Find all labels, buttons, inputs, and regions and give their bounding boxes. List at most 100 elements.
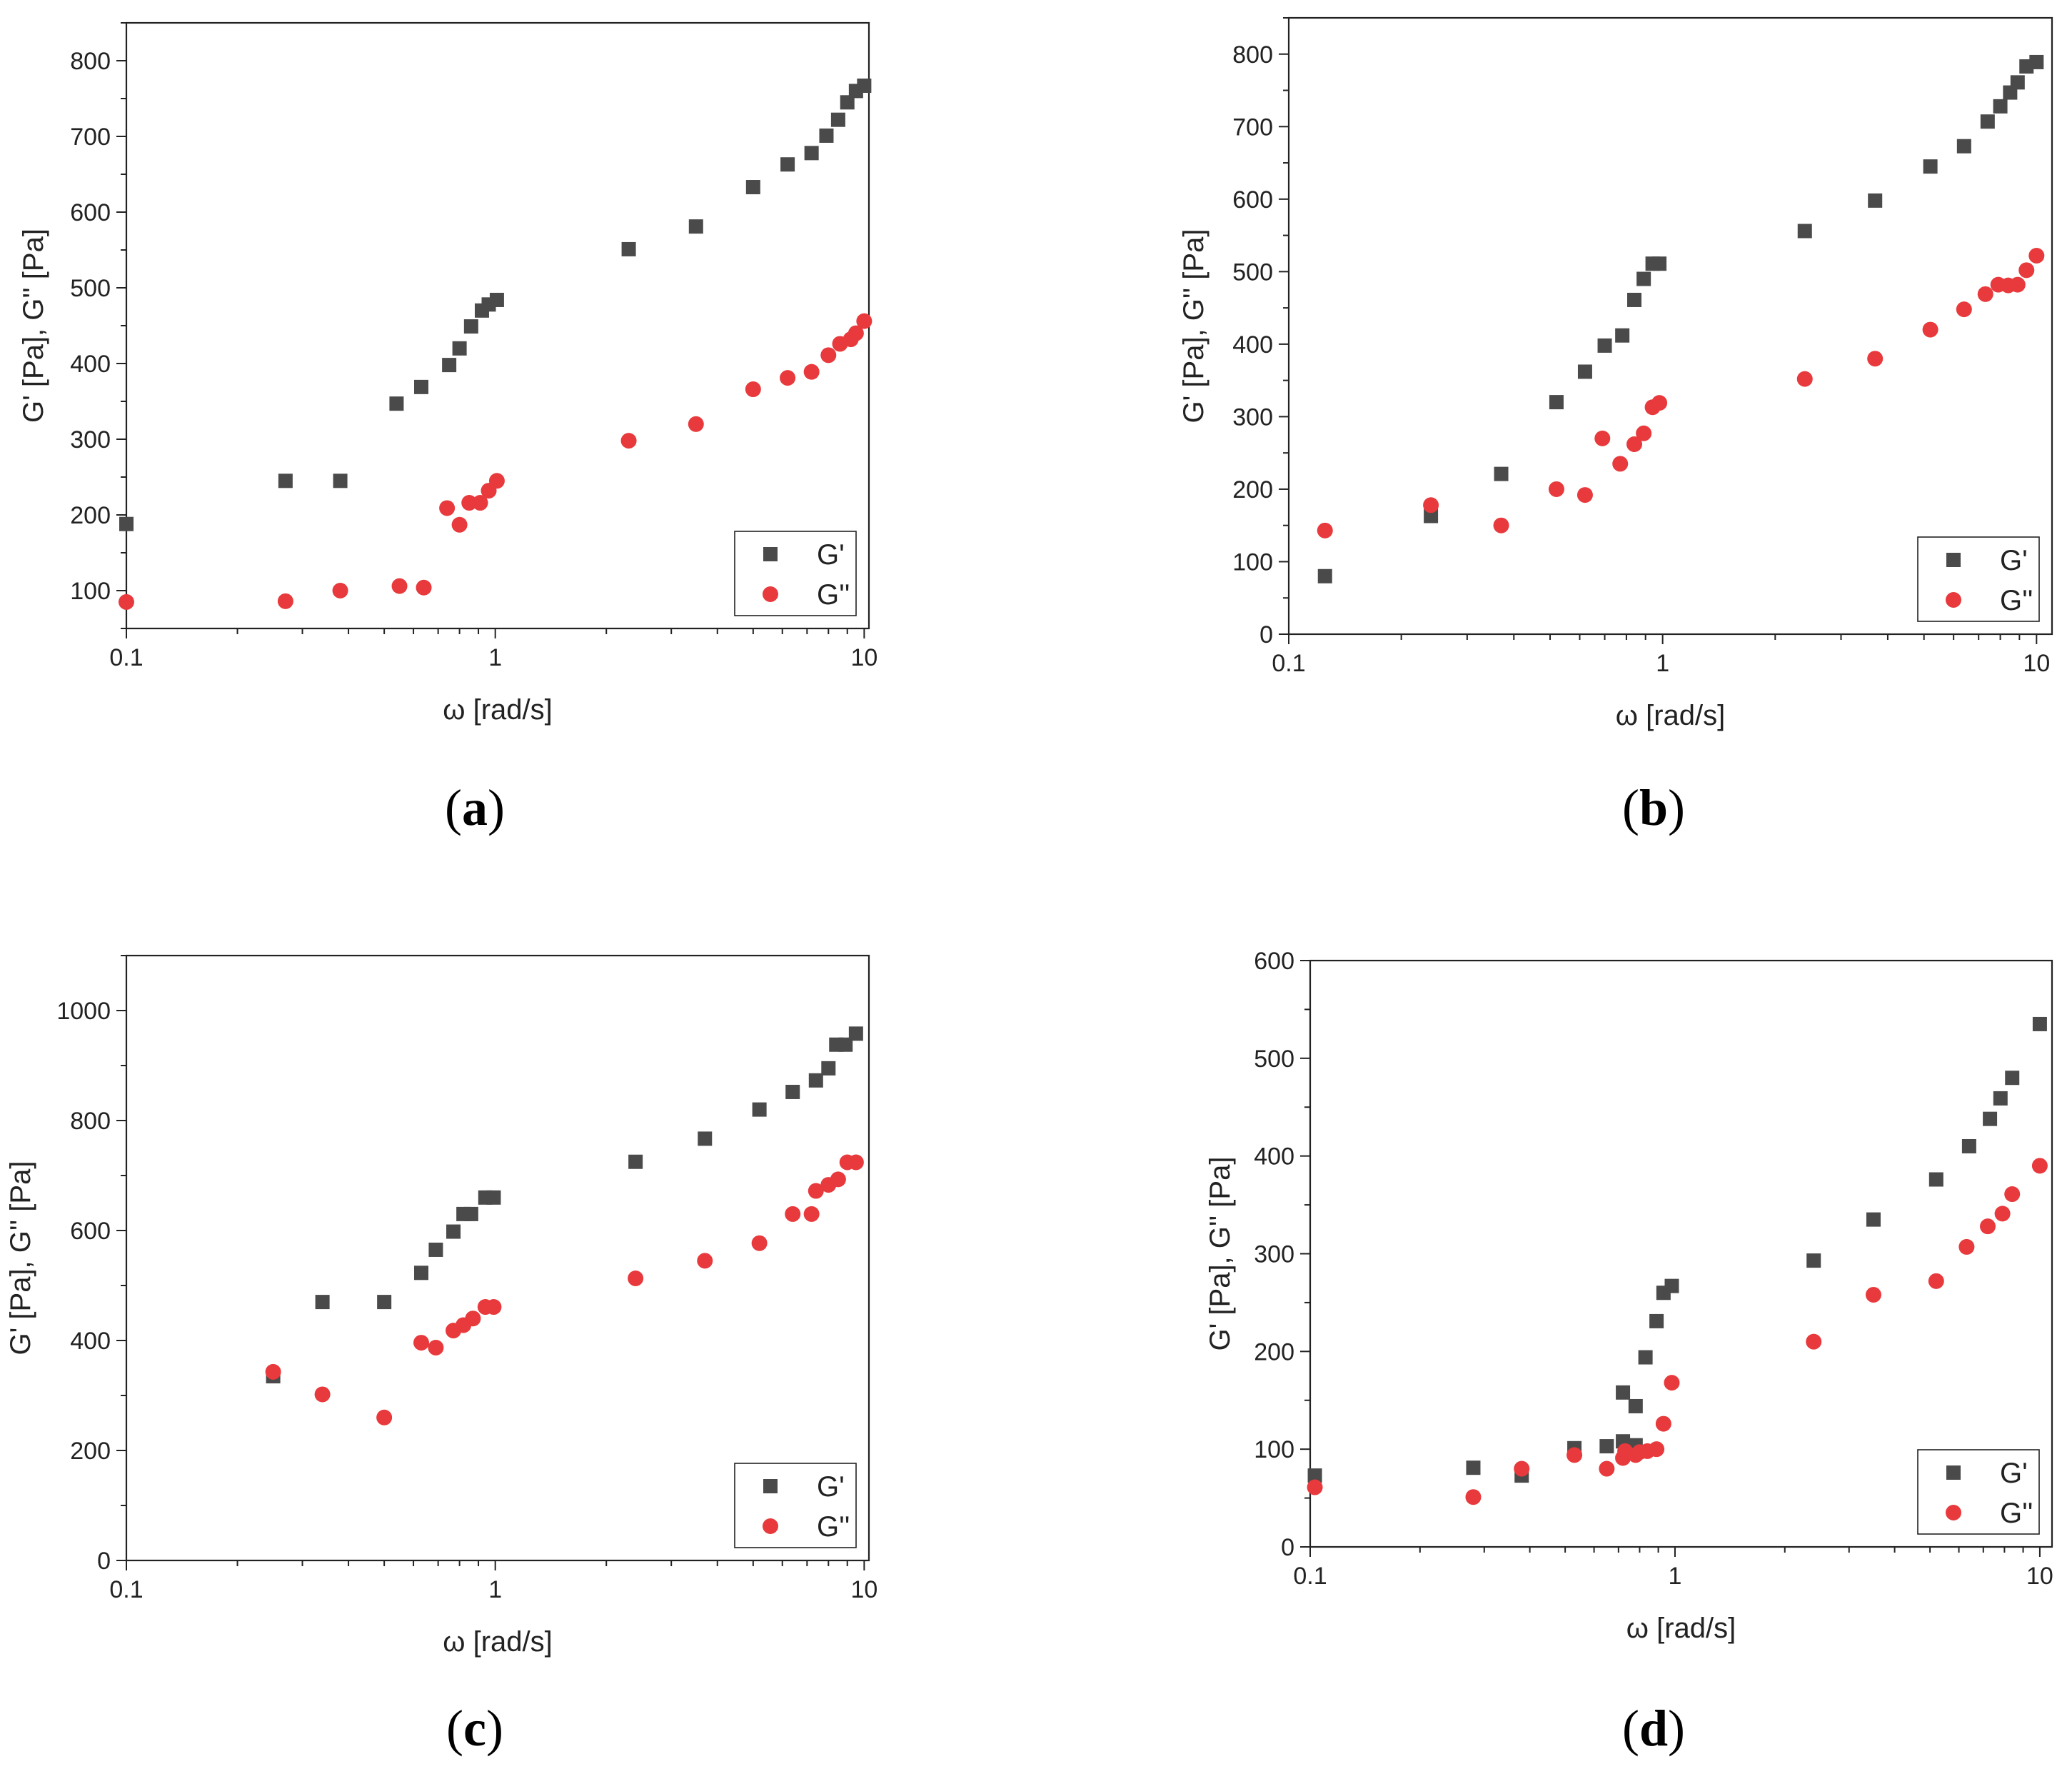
legend-label: G' — [817, 539, 845, 571]
caption-close-paren: ) — [1668, 1700, 1685, 1757]
data-point-square — [1928, 1172, 1943, 1187]
y-tick-label: 800 — [70, 1108, 111, 1135]
legend-label: G' — [2000, 545, 2028, 576]
data-point-square — [1993, 1091, 2008, 1106]
data-point-circle — [1465, 1489, 1482, 1505]
y-axis-title: G' [Pa], G'' [Pa] — [18, 229, 49, 423]
y-tick-label: 0 — [1259, 621, 1273, 648]
legend-marker-square — [1946, 553, 1961, 567]
y-tick-label: 100 — [70, 578, 111, 605]
data-point-square — [821, 1061, 836, 1076]
y-tick-label: 400 — [70, 351, 111, 378]
y-tick-label: 400 — [1232, 331, 1273, 359]
y-tick-label: 100 — [1254, 1436, 1294, 1463]
legend-marker-circle — [1946, 592, 1961, 608]
data-point-square — [1494, 466, 1509, 481]
y-axis-title: G' [Pa], G'' [Pa] — [5, 1161, 36, 1355]
panel-a: 100 200 300 400 500 600 700 800 0.1 1 10 ω [rad/s] G… — [18, 21, 877, 836]
legend-label: G'' — [817, 579, 850, 611]
panel-caption: (c) — [446, 1700, 503, 1757]
data-point-circle — [1867, 351, 1884, 367]
legend-box — [734, 1463, 857, 1548]
data-point-square — [1424, 508, 1439, 523]
data-point-circle — [413, 1335, 430, 1351]
data-point-square — [1597, 338, 1612, 353]
data-point-circle — [1651, 395, 1668, 411]
data-point-square — [804, 146, 819, 161]
legend-label: G' — [2000, 1458, 2028, 1489]
y-tick-label: 400 — [70, 1328, 111, 1355]
x-axis-title: ω [rad/s] — [1616, 700, 1726, 731]
y-axis-title: G' [Pa], G'' [Pa] — [1178, 229, 1209, 424]
y-tick-label: 600 — [1232, 186, 1273, 214]
data-point-square — [830, 112, 845, 127]
legend-box — [1917, 1449, 2040, 1535]
panel-caption: (a) — [445, 779, 505, 836]
data-point-circle — [428, 1340, 444, 1356]
data-point-square — [414, 1266, 429, 1281]
panel-d: 0 100 200 300 400 500 600 0.1 1 10 ω [rad/s] G' [Pa… — [1205, 948, 2053, 1757]
caption-open-paren: ( — [445, 779, 462, 836]
caption-open-paren: ( — [1622, 779, 1639, 836]
data-point-circle — [1977, 286, 1993, 302]
legend-label: G'' — [2000, 1498, 2033, 1529]
legend-label: G' — [817, 1471, 845, 1503]
legend-marker-square — [763, 547, 778, 561]
y-tick-label: 600 — [1254, 948, 1294, 975]
data-point-square — [628, 1154, 643, 1169]
caption-close-paren: ) — [488, 779, 505, 836]
legend: G' G'' — [734, 1463, 857, 1548]
data-point-circle — [745, 381, 761, 398]
data-point-square — [1599, 1439, 1614, 1454]
data-point-circle — [1994, 1206, 2011, 1222]
data-point-square — [1317, 568, 1332, 583]
panel-b: 0 100 200 300 400 500 600 700 800 0.1 1 10 ω [rad/s]… — [1178, 16, 2053, 836]
data-point-circle — [2009, 276, 2026, 293]
y-tick-label: 300 — [70, 426, 111, 453]
x-tick-label: 0.1 — [109, 1576, 143, 1603]
data-point-circle — [1922, 321, 1938, 338]
x-axis-title: ω [rad/s] — [443, 1626, 553, 1658]
data-point-square — [489, 292, 504, 307]
x-tick-label: 0.1 — [109, 644, 143, 671]
data-point-square — [377, 1295, 392, 1310]
y-tick-label: 400 — [1254, 1143, 1294, 1171]
y-tick-label: 500 — [1254, 1046, 1294, 1073]
y-tick-label: 300 — [1232, 404, 1273, 431]
data-point-circle — [1928, 1273, 1944, 1289]
x-tick-label: 10 — [2026, 1563, 2053, 1590]
caption-open-paren: ( — [446, 1700, 463, 1757]
series-g-double-prime — [1317, 248, 2045, 538]
data-point-square — [1980, 114, 1995, 129]
x-tick-label: 0.1 — [1272, 650, 1305, 677]
legend-marker-square — [1946, 1465, 1961, 1480]
legend: G' G'' — [1917, 536, 2040, 622]
data-point-circle — [451, 516, 468, 533]
data-point-circle — [1655, 1415, 1671, 1432]
data-point-circle — [780, 370, 796, 386]
data-point-circle — [416, 579, 432, 596]
data-point-circle — [472, 495, 488, 511]
x-axis-title: ω [rad/s] — [1626, 1613, 1736, 1644]
caption-letter: d — [1639, 1700, 1668, 1757]
series-g-double-prime — [119, 313, 872, 610]
y-axis-title: G' [Pa], G'' [Pa] — [1205, 1157, 1236, 1351]
data-point-square — [315, 1295, 330, 1310]
legend: G' G'' — [734, 531, 857, 616]
y-tick-label: 100 — [1232, 548, 1273, 576]
series-g-double-prime — [265, 1154, 864, 1425]
legend-label: G'' — [817, 1511, 850, 1543]
x-tick-label: 1 — [488, 644, 502, 671]
data-point-circle — [1566, 1447, 1583, 1463]
data-point-circle — [856, 313, 872, 329]
data-point-square — [278, 473, 293, 488]
panel-c: 0 200 400 600 800 1000 0.1 1 10 ω [rad/s] G' [Pa],… — [5, 954, 877, 1757]
data-point-square — [428, 1242, 443, 1257]
caption-close-paren: ) — [486, 1700, 503, 1757]
data-point-circle — [277, 593, 293, 609]
data-point-circle — [2018, 262, 2035, 279]
data-point-circle — [628, 1270, 644, 1286]
y-tick-label: 300 — [1254, 1241, 1294, 1268]
data-point-square — [463, 319, 478, 334]
